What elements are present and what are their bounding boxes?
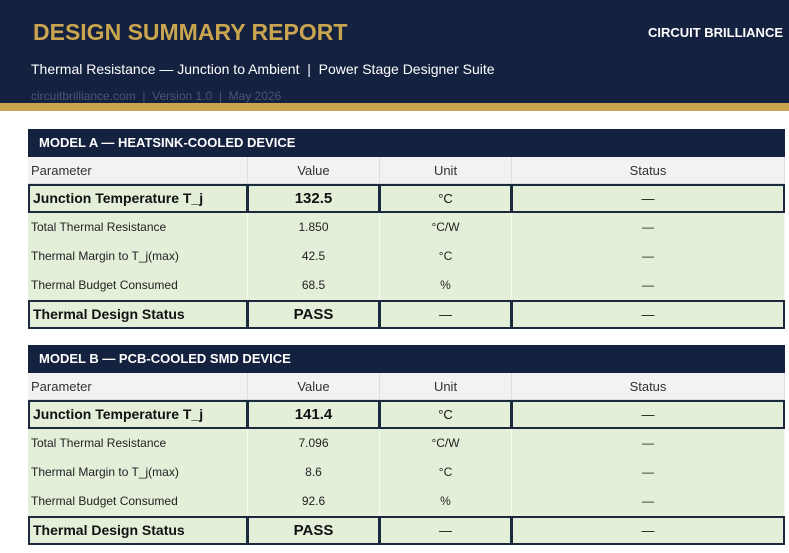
data-row: Total Thermal Resistance 1.850 °C/W — — [28, 213, 785, 242]
status-cell: — — [512, 213, 785, 242]
value-cell: 42.5 — [248, 242, 380, 271]
column-header: Status — [512, 373, 785, 399]
column-header: Value — [248, 373, 380, 399]
parameter-cell: Thermal Design Status — [28, 300, 248, 329]
column-header: Unit — [380, 373, 512, 399]
column-header: Unit — [380, 157, 512, 183]
unit-cell: — — [380, 300, 512, 329]
value-cell: 92.6 — [248, 487, 380, 516]
value-cell: 8.6 — [248, 458, 380, 487]
status-cell: — — [512, 300, 785, 329]
status-cell: — — [512, 400, 785, 429]
data-row: Thermal Margin to T_j(max) 42.5 °C — — [28, 242, 785, 271]
status-cell: — — [512, 458, 785, 487]
unit-cell: °C/W — [380, 213, 512, 242]
data-row: Thermal Margin to T_j(max) 8.6 °C — — [28, 458, 785, 487]
value-cell: 1.850 — [248, 213, 380, 242]
status-cell: — — [512, 242, 785, 271]
data-row: Total Thermal Resistance 7.096 °C/W — — [28, 429, 785, 458]
parameter-cell: Thermal Design Status — [28, 516, 248, 545]
value-cell: 7.096 — [248, 429, 380, 458]
column-header-row: Parameter Value Unit Status — [28, 373, 785, 400]
highlight-row: Thermal Design Status PASS — — — [28, 300, 785, 329]
unit-cell: °C — [380, 400, 512, 429]
unit-cell: °C — [380, 242, 512, 271]
section-title: MODEL B — PCB-COOLED SMD DEVICE — [28, 345, 785, 373]
data-row: Thermal Budget Consumed 92.6% — — [28, 487, 785, 516]
unit-cell: °C — [380, 458, 512, 487]
section-title: MODEL A — HEATSINK-COOLED DEVICE — [28, 129, 785, 157]
unit-cell: °C — [380, 184, 512, 213]
parameter-cell: Junction Temperature T_j — [28, 400, 248, 429]
status-cell: — — [512, 487, 785, 516]
status-cell: — — [512, 184, 785, 213]
value-cell: PASS — [248, 300, 380, 329]
column-header: Value — [248, 157, 380, 183]
unit-cell: — — [380, 516, 512, 545]
report-title: DESIGN SUMMARY REPORT — [33, 19, 348, 45]
column-header: Parameter — [28, 373, 248, 399]
meta: circuitbrilliance.com | Version 1.0 | Ma… — [31, 89, 282, 103]
unit-cell: °C/W — [380, 429, 512, 458]
parameter-cell: Total Thermal Resistance — [28, 429, 248, 458]
highlight-row: Junction Temperature T_j 141.4 °C — — [28, 400, 785, 429]
section: MODEL A — HEATSINK-COOLED DEVICE Paramete… — [28, 129, 785, 329]
highlight-row: Junction Temperature T_j 132.5 °C — — [28, 184, 785, 213]
parameter-cell: Thermal Margin to T_j(max) — [28, 458, 248, 487]
unit-cell: % — [380, 271, 512, 300]
parameter-cell: Junction Temperature T_j — [28, 184, 248, 213]
brand: CIRCUIT BRILLIANCE — [647, 25, 783, 40]
status-cell: — — [512, 516, 785, 545]
highlight-row: Thermal Design Status PASS — — — [28, 516, 785, 545]
value-cell: 132.5 — [248, 184, 380, 213]
column-header-row: Parameter Value Unit Status — [28, 157, 785, 184]
value-cell: 68.5 — [248, 271, 380, 300]
column-header: Status — [512, 157, 785, 183]
parameter-cell: Thermal Budget Consumed — [28, 271, 248, 300]
subtitle: Thermal Resistance — Junction to Ambient… — [31, 61, 495, 77]
unit-cell: % — [380, 487, 512, 516]
section: MODEL B — PCB-COOLED SMD DEVICE Parameter… — [28, 345, 785, 545]
header: DESIGN SUMMARY REPORT CIRCUIT BRILLIANCE… — [0, 0, 789, 103]
parameter-cell: Thermal Budget Consumed — [28, 487, 248, 516]
parameter-cell: Total Thermal Resistance — [28, 213, 248, 242]
parameter-cell: Thermal Margin to T_j(max) — [28, 242, 248, 271]
value-cell: 141.4 — [248, 400, 380, 429]
data-row: Thermal Budget Consumed 68.5% — — [28, 271, 785, 300]
value-cell: PASS — [248, 516, 380, 545]
gold-stripe — [0, 103, 789, 111]
status-cell: — — [512, 271, 785, 300]
column-header: Parameter — [28, 157, 248, 183]
status-cell: — — [512, 429, 785, 458]
